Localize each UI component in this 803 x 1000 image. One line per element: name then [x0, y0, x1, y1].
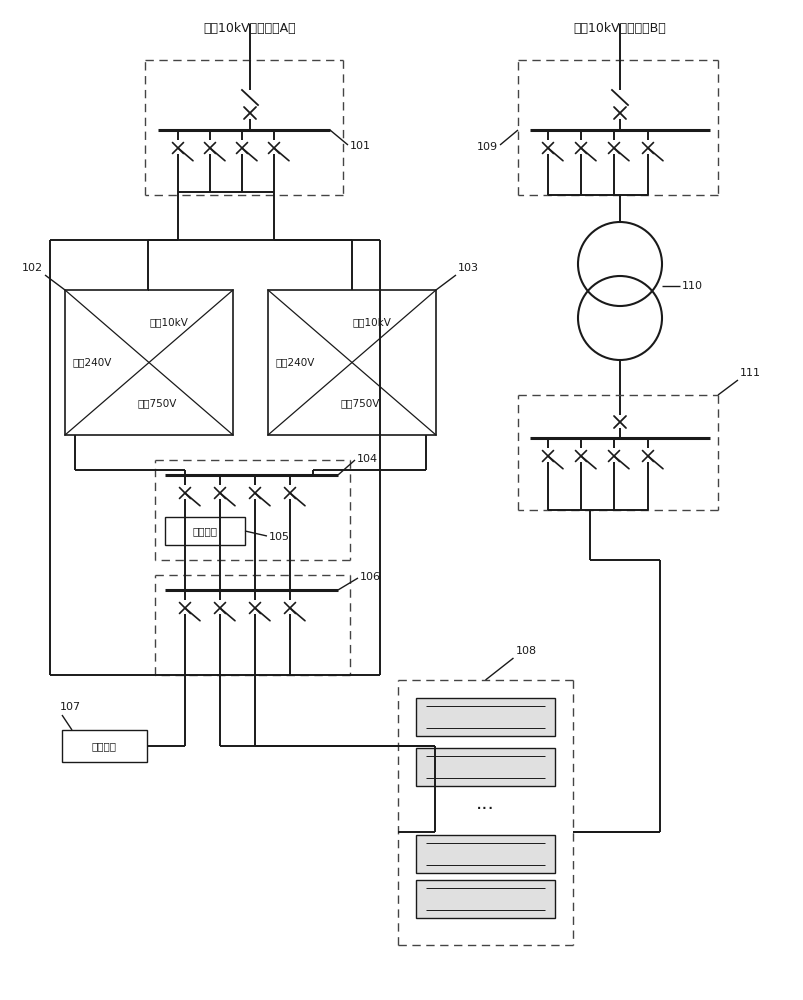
Bar	[267, 290, 435, 435]
Bar	[65, 290, 233, 435]
Text: 交流10kV: 交流10kV	[149, 317, 189, 327]
Bar	[165, 517, 245, 545]
Text: 交流10kV市电进线A路: 交流10kV市电进线A路	[203, 22, 296, 35]
Text: 光伏发电: 光伏发电	[192, 526, 218, 536]
Text: 直流750V: 直流750V	[137, 398, 177, 408]
Text: 109: 109	[476, 142, 497, 152]
Text: 105: 105	[269, 532, 290, 542]
Text: 直流240V: 直流240V	[73, 358, 112, 367]
Text: 102: 102	[22, 263, 43, 273]
Text: 104: 104	[357, 454, 377, 464]
Bar	[62, 730, 147, 762]
Text: 111: 111	[739, 368, 760, 378]
Text: 直流750V: 直流750V	[340, 398, 380, 408]
Bar	[415, 880, 554, 918]
Text: 交流10kV市电进线B路: 交流10kV市电进线B路	[573, 22, 666, 35]
Bar	[415, 698, 554, 736]
Text: 106: 106	[360, 572, 381, 582]
Bar	[415, 748, 554, 786]
Text: 108: 108	[515, 646, 536, 656]
Text: 蓄电池组: 蓄电池组	[92, 741, 117, 751]
Text: 101: 101	[349, 141, 370, 151]
Bar	[415, 835, 554, 873]
Text: 直流240V: 直流240V	[275, 358, 315, 367]
Text: 交流10kV: 交流10kV	[353, 317, 391, 327]
Text: 103: 103	[458, 263, 479, 273]
Text: 110: 110	[681, 281, 702, 291]
Text: ···: ···	[475, 800, 495, 819]
Text: 107: 107	[60, 702, 81, 712]
